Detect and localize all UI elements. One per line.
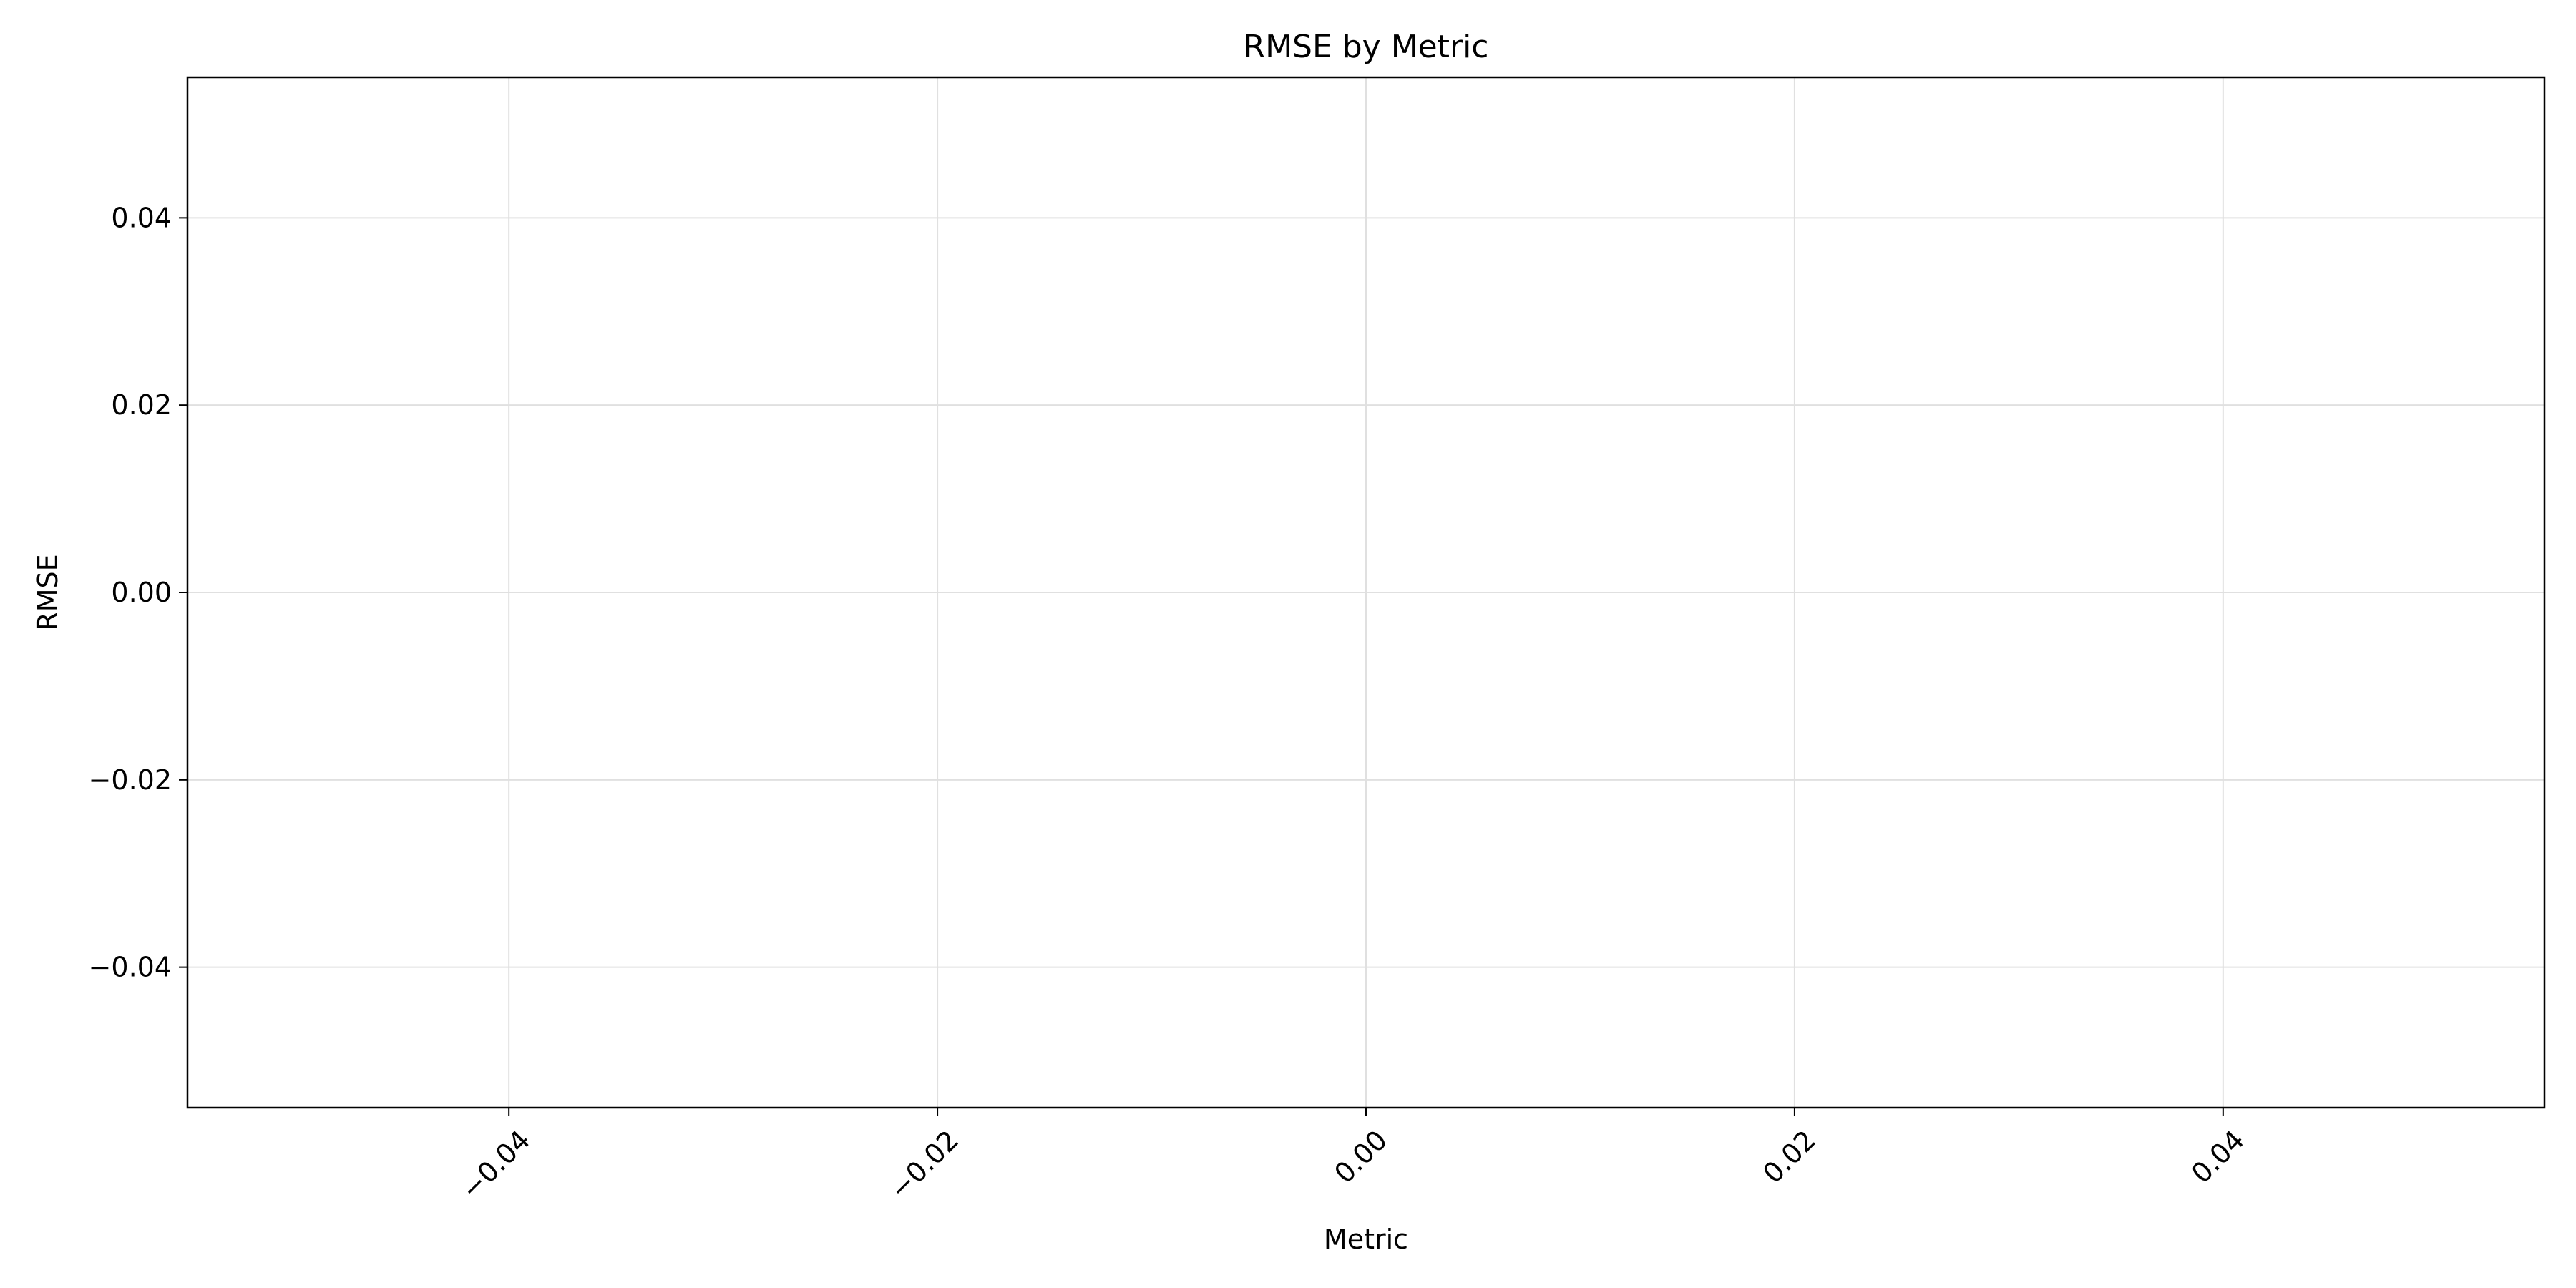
y-axis-label: RMSE: [32, 554, 64, 630]
chart-title: RMSE by Metric: [1244, 29, 1489, 65]
y-tick-label: 0.04: [111, 202, 172, 233]
y-tick-label: −0.02: [89, 764, 172, 796]
y-axis-ticks: 0.04 0.02 0.00 −0.02 −0.04: [89, 202, 187, 983]
y-tick-label: 0.02: [111, 389, 172, 421]
grid: [187, 77, 2545, 1108]
x-axis-label: Metric: [1324, 1224, 1408, 1255]
y-tick-label: −0.04: [89, 952, 172, 983]
y-tick-label: 0.00: [111, 577, 172, 608]
